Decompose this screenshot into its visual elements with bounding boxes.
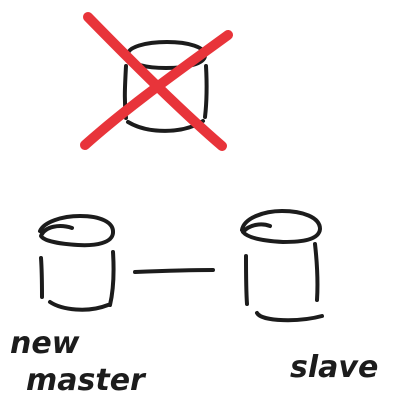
new-master-database-left-side: [39, 256, 44, 299]
new-master-label-line2: master: [26, 363, 147, 398]
removed-database-right-side: [203, 64, 209, 119]
slave-database-node: [240, 209, 324, 323]
cross-out-mark: [80, 12, 233, 151]
slave-database-left-side: [244, 254, 249, 306]
slave-label: slave: [290, 350, 378, 385]
slave-database-bottom: [255, 311, 324, 323]
connection-line: [133, 268, 215, 274]
new-master-database-top: [38, 214, 115, 248]
slave-database-right-side: [313, 242, 320, 302]
new-master-database-right-side: [108, 250, 116, 307]
new-master-database-bottom: [48, 300, 110, 312]
cross-stroke-2: [80, 30, 233, 150]
slave-database-top: [240, 209, 322, 244]
new-master-label-line1: new: [10, 326, 80, 361]
new-master-database-node: [38, 214, 116, 312]
